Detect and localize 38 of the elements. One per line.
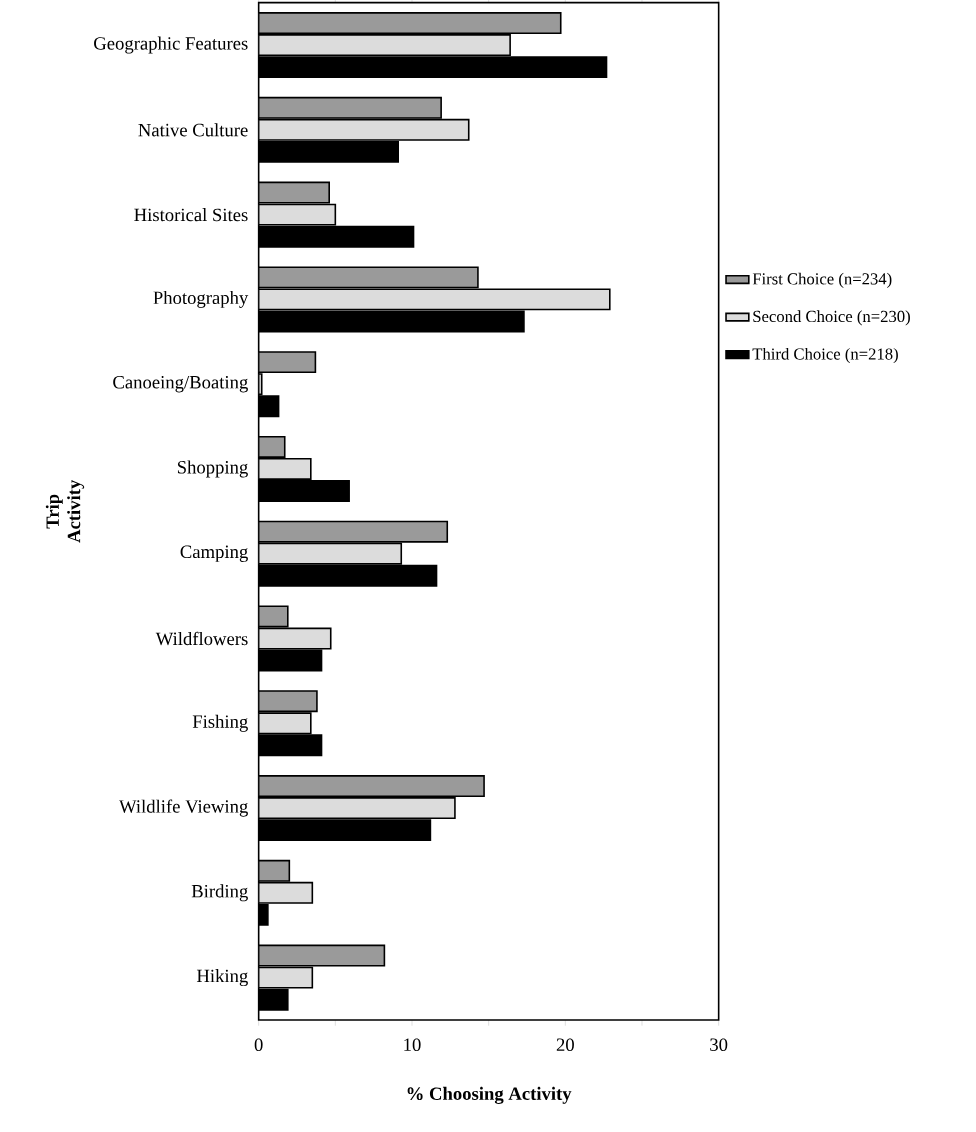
bar: [258, 944, 386, 967]
x-tick-label: 20: [556, 1038, 574, 1052]
bar: [258, 96, 442, 119]
y-tick-label: Hiking: [196, 969, 248, 987]
y-axis-title: Trip Activity: [45, 479, 85, 543]
bar: [258, 859, 291, 882]
x-tick-label: 10: [404, 1038, 421, 1052]
bar: [258, 118, 470, 141]
y-tick-label: Native Culture: [138, 123, 248, 137]
y-tick-label: Fishing: [192, 714, 248, 732]
legend-label: First Choice (n=234): [752, 272, 892, 288]
bar: [258, 351, 317, 374]
y-tick-label: Photography: [153, 290, 249, 308]
bar: [258, 690, 318, 713]
bar: [258, 627, 332, 650]
bar: [258, 520, 449, 543]
bar: [258, 712, 312, 735]
bar: [258, 881, 314, 904]
legend-label: Second Choice (n=230): [753, 310, 910, 326]
y-tick-label: Historical Sites: [134, 208, 248, 222]
bar: [258, 966, 314, 989]
y-tick-label: Birding: [191, 884, 248, 902]
bar: [258, 542, 403, 565]
x-axis-title: % Choosing Activity: [407, 1086, 572, 1104]
legend-label: Third Choice (n=218): [752, 347, 898, 364]
y-tick-label: Wildlife Viewing: [119, 799, 248, 817]
y-tick-label: Wildflowers: [155, 631, 248, 646]
y-tick-label: Geographic Features: [94, 36, 248, 54]
bar: [258, 266, 479, 289]
bar: [258, 203, 337, 226]
bar: [258, 605, 289, 628]
x-tick-label: 30: [710, 1038, 728, 1052]
x-tick-label: 0: [254, 1038, 263, 1052]
bar: [258, 181, 330, 204]
y-tick-label: Camping: [180, 545, 248, 562]
bar: [258, 288, 611, 311]
y-tick-label: Canoeing/Boating: [113, 375, 248, 393]
y-tick-label: Shopping: [177, 460, 248, 478]
